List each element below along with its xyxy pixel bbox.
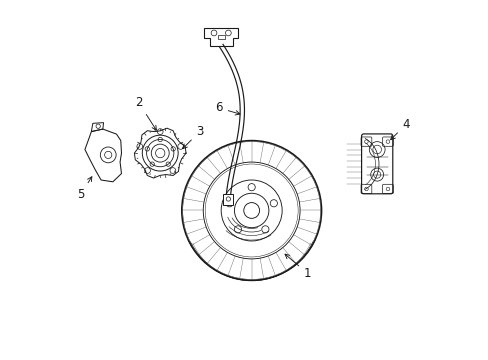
Text: 3: 3	[182, 125, 203, 149]
Text: 2: 2	[135, 96, 156, 130]
Bar	[223, 194, 233, 205]
Text: 1: 1	[285, 254, 310, 280]
Text: 4: 4	[390, 118, 409, 140]
Text: 5: 5	[77, 177, 92, 201]
Circle shape	[244, 203, 259, 219]
Text: 6: 6	[215, 102, 240, 115]
Bar	[217, 36, 224, 39]
Circle shape	[155, 148, 164, 158]
